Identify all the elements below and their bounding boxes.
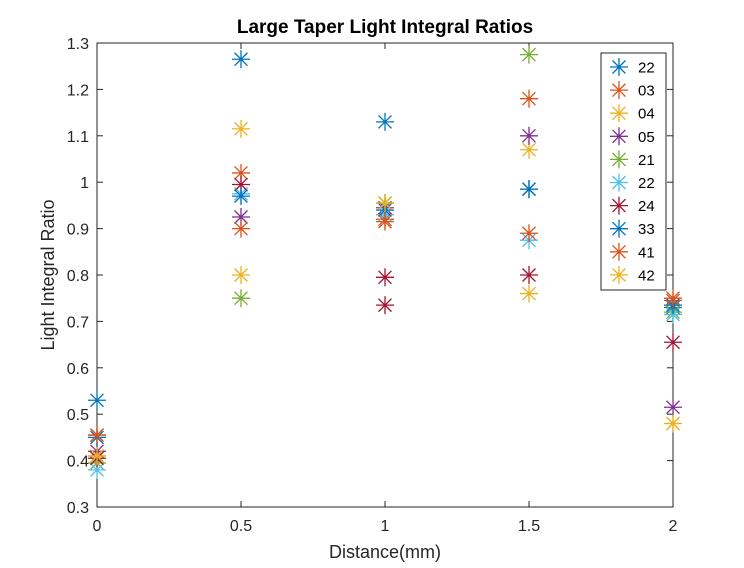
legend-marker (610, 81, 628, 100)
y-tick-label: 0.9 (67, 222, 89, 239)
legend: 22 03 04 05 21 22 24 33 41 42 (600, 52, 667, 291)
x-tick-label: 0.5 (230, 518, 252, 535)
data-point (664, 414, 682, 433)
data-point (232, 50, 250, 69)
y-tick-label: 0.8 (67, 268, 89, 285)
data-point (376, 112, 394, 131)
legend-marker (610, 150, 628, 169)
y-tick-label: 0.3 (67, 500, 89, 517)
y-tick-label: 0.7 (67, 314, 89, 331)
legend-entry: 21 (638, 152, 655, 169)
data-point (232, 289, 250, 308)
data-markers (88, 45, 682, 479)
legend-marker (610, 127, 628, 146)
y-axis-label: Light Integral Ratio (38, 199, 58, 350)
data-point (520, 45, 538, 64)
data-point (376, 212, 394, 231)
legend-entry: 03 (638, 83, 655, 100)
data-point (376, 296, 394, 315)
data-point (232, 119, 250, 138)
y-tick-label: 1.3 (67, 36, 89, 53)
legend-marker (610, 219, 628, 238)
legend-marker (610, 265, 628, 284)
legend-entry: 41 (638, 244, 655, 261)
legend-marker (610, 242, 628, 261)
data-point (232, 219, 250, 238)
x-tick-label: 1.5 (518, 518, 540, 535)
data-point (232, 266, 250, 284)
data-point (520, 180, 538, 199)
x-tick-label: 1 (381, 518, 390, 535)
data-point (520, 126, 538, 145)
y-tick-label: 0.5 (67, 407, 89, 424)
data-point (88, 446, 106, 465)
legend-entry: 24 (638, 198, 655, 215)
data-point (520, 224, 538, 243)
legend-marker (610, 196, 628, 215)
legend-entry: 22 (638, 175, 655, 192)
legend-marker (610, 173, 628, 192)
chart-title: Large Taper Light Integral Ratios (237, 17, 533, 38)
y-tick-label: 1.2 (67, 82, 89, 99)
data-point (520, 284, 538, 303)
x-tick-label: 2 (669, 518, 678, 535)
data-point (520, 266, 538, 284)
data-point (520, 89, 538, 108)
data-point (232, 187, 250, 206)
data-point (376, 268, 394, 287)
y-tick-label: 1.1 (67, 129, 89, 146)
data-point (88, 391, 106, 410)
y-tick-label: 1 (80, 175, 89, 192)
data-point (664, 398, 682, 417)
data-point (376, 194, 394, 213)
data-point (664, 333, 682, 352)
legend-marker (610, 104, 628, 123)
legend-entry: 05 (638, 129, 655, 146)
x-tick-label: 0 (93, 518, 102, 535)
data-point (664, 289, 682, 308)
legend-entry: 33 (638, 221, 655, 238)
y-tick-label: 0.4 (67, 454, 89, 471)
legend-entry: 22 (638, 60, 655, 77)
data-point (88, 426, 106, 445)
legend-entry: 04 (638, 106, 655, 123)
x-axis-label: Distance(mm) (329, 542, 441, 562)
legend-entry: 42 (638, 267, 655, 284)
legend-marker (610, 58, 628, 76)
legend-box (600, 52, 667, 291)
y-tick-label: 0.6 (67, 361, 89, 378)
